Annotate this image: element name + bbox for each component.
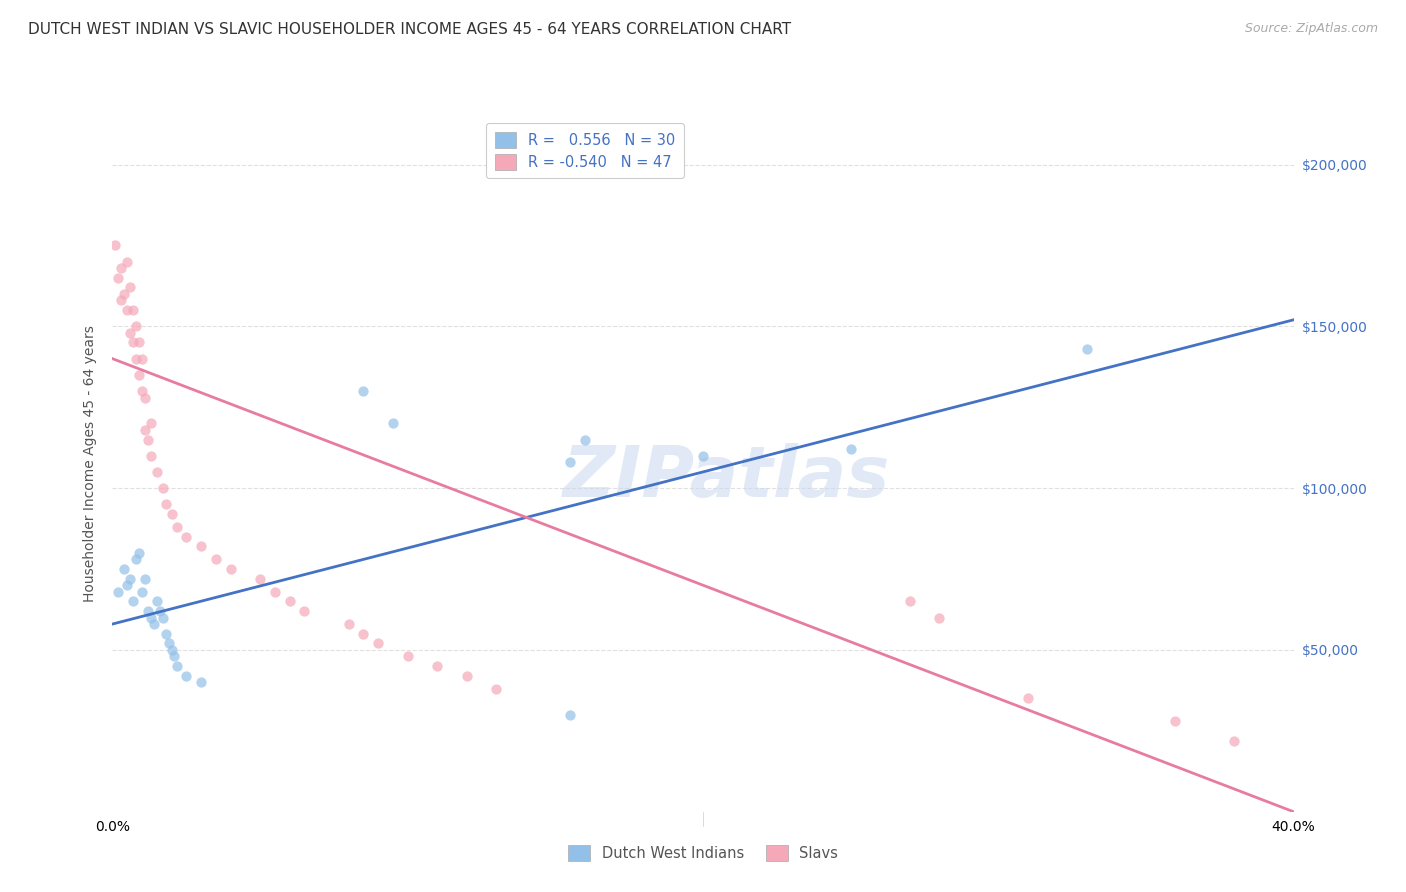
Point (110, 261, 132, 276)
Point (117, 303, 138, 318)
Point (174, 669, 197, 683)
Point (166, 659, 188, 673)
Point (122, 303, 145, 318)
Point (352, 384, 374, 398)
Point (131, 584, 153, 599)
Point (337, 617, 360, 632)
Point (485, 681, 508, 696)
Point (152, 610, 174, 624)
Point (120, 280, 142, 294)
Point (128, 546, 150, 560)
Point (1017, 691, 1039, 706)
Point (160, 507, 183, 521)
Point (131, 384, 153, 398)
Point (139, 417, 162, 431)
Point (134, 423, 156, 437)
Point (278, 594, 301, 608)
Point (107, 270, 129, 285)
Point (139, 449, 162, 463)
Point (134, 391, 156, 405)
Point (174, 530, 197, 544)
Point (107, 584, 129, 599)
Text: Source: ZipAtlas.com: Source: ZipAtlas.com (1244, 22, 1378, 36)
Point (1223, 733, 1246, 747)
Point (190, 540, 212, 554)
Point (112, 562, 135, 576)
Point (149, 604, 172, 618)
Point (382, 417, 405, 431)
Point (128, 368, 150, 382)
Point (112, 287, 135, 301)
Point (166, 520, 188, 534)
Text: ZIPatlas: ZIPatlas (562, 443, 890, 512)
Point (1164, 714, 1187, 728)
Point (456, 669, 478, 683)
Point (117, 254, 138, 268)
Point (163, 649, 186, 664)
Point (692, 449, 714, 463)
Point (120, 572, 142, 586)
Point (136, 604, 159, 618)
Point (142, 617, 165, 632)
Point (396, 649, 419, 664)
Point (352, 626, 374, 640)
Point (125, 552, 148, 566)
Point (558, 455, 582, 469)
Point (146, 594, 169, 608)
Point (928, 610, 950, 624)
Point (160, 643, 183, 657)
Point (249, 572, 271, 586)
Point (146, 465, 169, 479)
Point (264, 584, 287, 599)
Point (131, 351, 153, 366)
Point (117, 578, 138, 592)
Point (120, 326, 142, 340)
Point (125, 319, 148, 334)
Point (1076, 342, 1098, 356)
Point (574, 433, 596, 447)
Text: DUTCH WEST INDIAN VS SLAVIC HOUSEHOLDER INCOME AGES 45 - 64 YEARS CORRELATION CH: DUTCH WEST INDIAN VS SLAVIC HOUSEHOLDER … (28, 22, 792, 37)
Point (292, 604, 315, 618)
Point (426, 659, 449, 673)
Point (219, 562, 242, 576)
Point (125, 351, 148, 366)
Point (152, 481, 174, 495)
Legend: Dutch West Indians, Slavs: Dutch West Indians, Slavs (562, 839, 844, 867)
Point (122, 594, 145, 608)
Point (190, 675, 212, 690)
Point (367, 636, 389, 650)
Point (136, 433, 159, 447)
Y-axis label: Householder Income Ages 45 - 64 years: Householder Income Ages 45 - 64 years (83, 326, 97, 602)
Point (558, 707, 582, 722)
Point (122, 335, 145, 350)
Point (155, 626, 177, 640)
Point (110, 293, 132, 308)
Point (205, 552, 228, 566)
Point (157, 636, 180, 650)
Point (134, 572, 156, 586)
Point (128, 335, 150, 350)
Point (155, 497, 177, 511)
Point (104, 238, 127, 252)
Point (139, 610, 162, 624)
Point (839, 442, 862, 457)
Point (898, 594, 921, 608)
